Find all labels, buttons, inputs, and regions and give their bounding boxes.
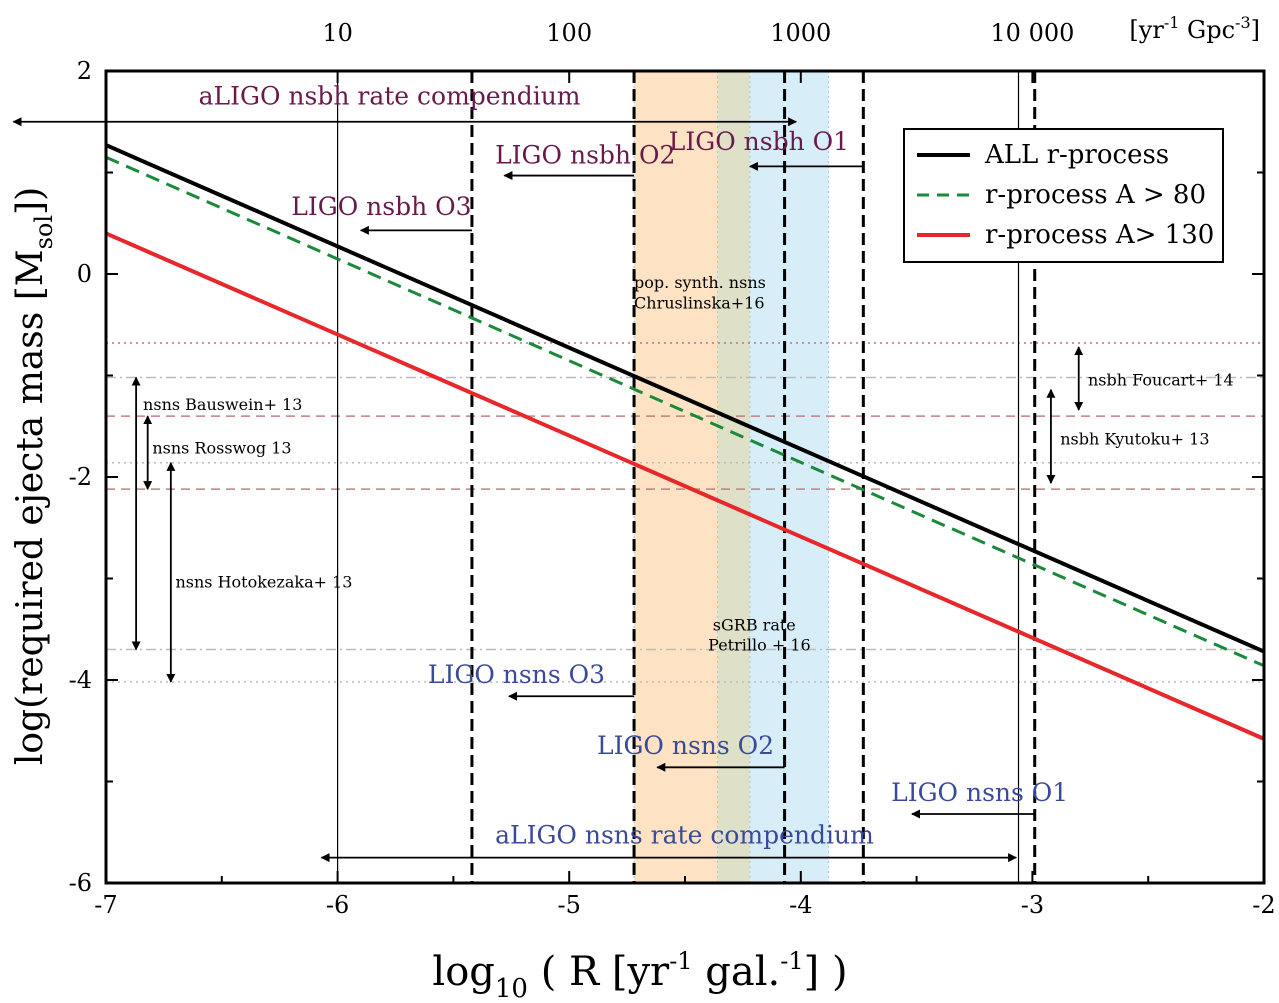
annotation-0: aLIGO nsbh rate compendium [199, 81, 581, 110]
annotation-7: nsns Rosswog 13 [152, 439, 291, 458]
x-tick-label-1: -6 [326, 891, 349, 919]
x-tick-label-2: -5 [558, 891, 581, 919]
y-axis-label: log(required ejecta mass [Msol]) [10, 187, 58, 765]
legend-label-a80: r-process A > 80 [985, 180, 1206, 210]
annotation-2: LIGO nsbh O1 [669, 127, 849, 156]
rate-band-1 [717, 71, 750, 883]
rate-band-0 [634, 71, 718, 883]
legend: ALL r-process r-process A > 80 r-process… [903, 128, 1224, 263]
y-tick-label-2: -2 [69, 463, 92, 491]
annotation-11: sGRB rate [713, 615, 796, 634]
x-axis-label: log10 ( R [yr-1 gal.-1] ) [432, 947, 847, 1003]
x-tick-label-4: -3 [1021, 891, 1044, 919]
legend-label-all: ALL r-process [984, 140, 1169, 170]
top-axis-unit: [yr-1 Gpc-3] [1129, 13, 1260, 44]
annotation-16: aLIGO nsns rate compendium [495, 820, 874, 849]
x-tick-label-3: -4 [789, 891, 812, 919]
rate-band-2 [749, 71, 829, 883]
annotation-10: nsbh Kyutoku+ 13 [1060, 430, 1209, 449]
legend-label-a130: r-process A> 130 [985, 220, 1214, 250]
series-line-0 [105, 143, 1265, 654]
y-tick-label-3: 0 [77, 260, 92, 288]
annotation-14: LIGO nsns O2 [597, 731, 774, 760]
rate-bands [633, 71, 830, 883]
y-tick-label-0: -6 [69, 869, 92, 897]
series-line-2 [105, 231, 1265, 741]
annotation-5: Chruslinska+16 [634, 294, 764, 313]
ejecta-mass-reference-lines [106, 342, 1264, 683]
top-tick-label-0: 10 [322, 19, 353, 47]
series-line-1 [105, 155, 1265, 668]
y-tick-label-4: 2 [77, 57, 92, 85]
annotation-1: LIGO nsbh O2 [495, 140, 675, 169]
top-tick-label-2: 1000 [770, 19, 831, 47]
y-tick-label-1: -4 [69, 666, 92, 694]
annotation-4: pop. synth. nsns [634, 273, 766, 292]
annotation-arrows [12, 117, 1084, 863]
series-lines [105, 143, 1265, 741]
annotation-12: Petrillo + 16 [708, 636, 811, 655]
annotation-15: LIGO nsns O1 [891, 778, 1068, 807]
annotation-8: nsns Hotokezaka+ 13 [175, 573, 352, 592]
annotation-3: LIGO nsbh O3 [291, 192, 471, 221]
top-tick-label-1: 100 [546, 19, 592, 47]
annotation-9: nsbh Foucart+ 14 [1088, 371, 1234, 390]
annotation-6: nsns Bauswein+ 13 [143, 395, 302, 414]
top-tick-label-3: 10 000 [990, 19, 1074, 47]
x-tick-label-0: -7 [94, 891, 117, 919]
annotation-13: LIGO nsns O3 [428, 660, 605, 689]
x-tick-label-5: -2 [1252, 891, 1275, 919]
